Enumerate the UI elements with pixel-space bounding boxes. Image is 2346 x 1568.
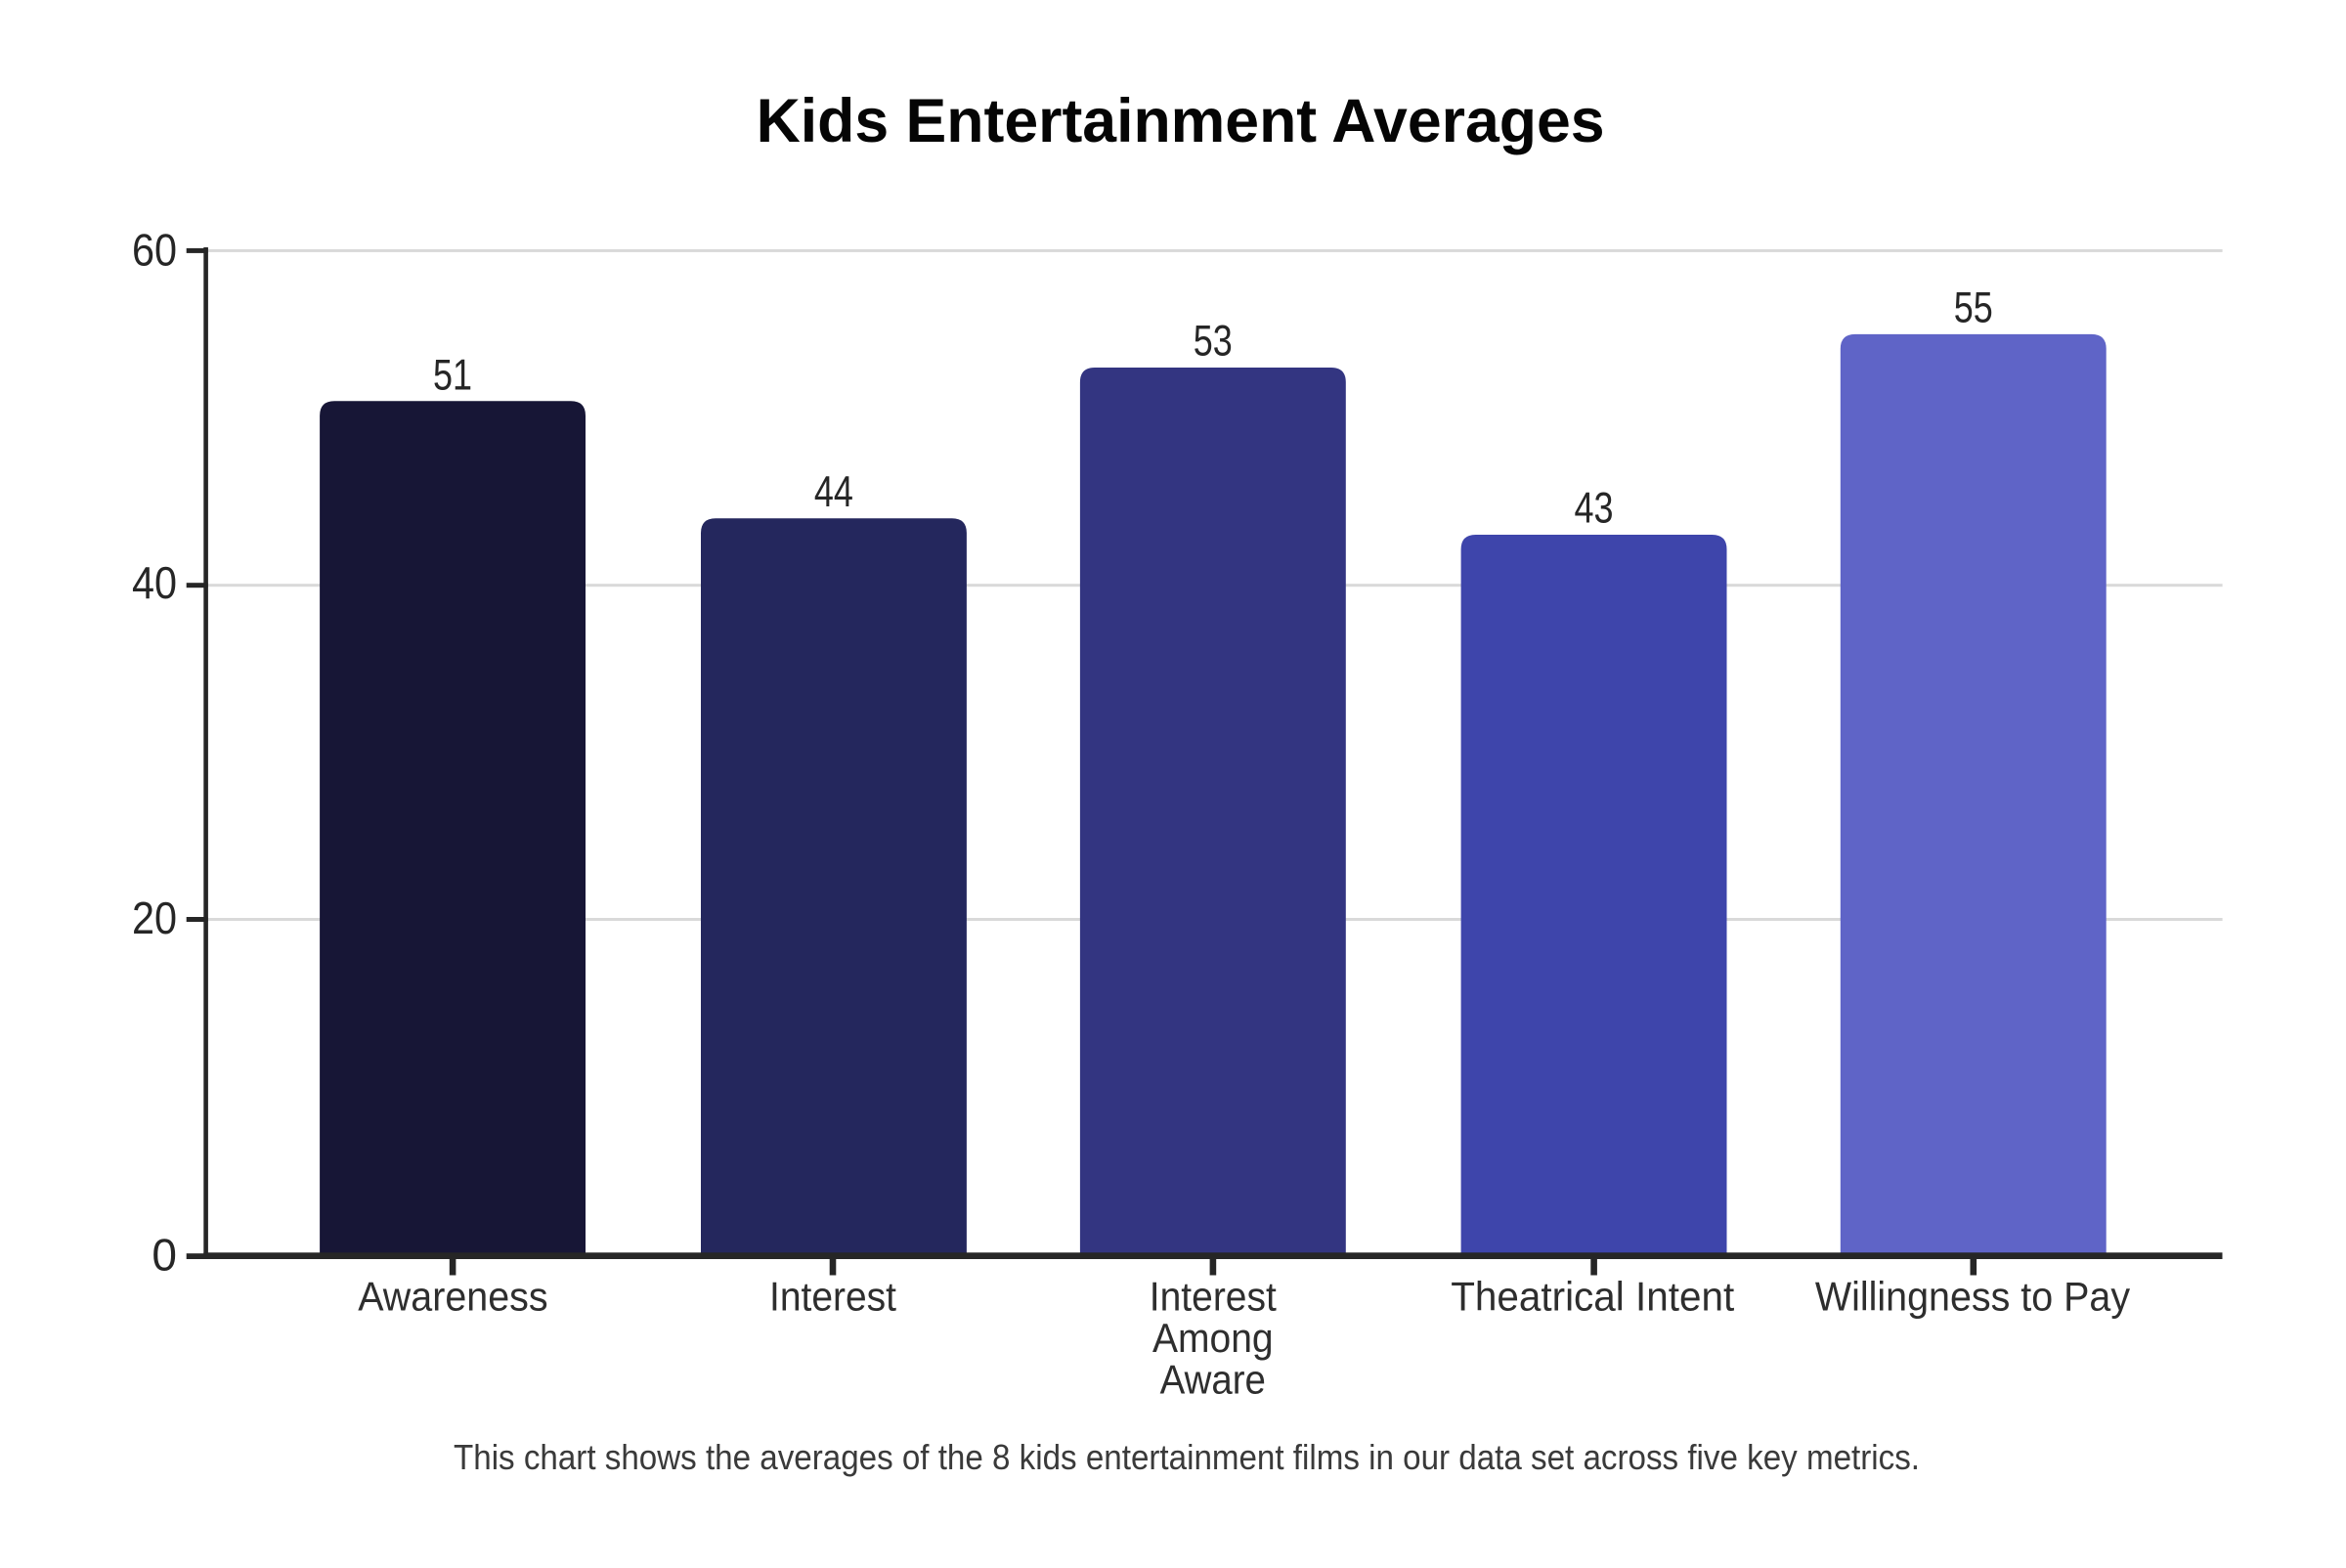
svg-text:40: 40: [132, 557, 177, 608]
svg-text:Interest: Interest: [769, 1274, 896, 1320]
svg-text:20: 20: [132, 893, 177, 943]
svg-text:Willingness to Pay: Willingness to Pay: [1815, 1274, 2130, 1320]
svg-text:Awareness: Awareness: [358, 1274, 547, 1320]
svg-text:Aware: Aware: [1160, 1357, 1266, 1403]
svg-text:55: 55: [1954, 283, 1993, 331]
svg-text:This chart shows the averages: This chart shows the averages of the 8 k…: [454, 1437, 1920, 1477]
svg-text:44: 44: [814, 468, 853, 516]
svg-text:53: 53: [1194, 318, 1233, 366]
svg-text:Interest: Interest: [1150, 1274, 1277, 1320]
svg-text:51: 51: [433, 352, 472, 400]
svg-text:Theatrical Intent: Theatrical Intent: [1451, 1274, 1734, 1320]
svg-text:43: 43: [1575, 485, 1614, 533]
svg-text:60: 60: [132, 225, 177, 276]
svg-text:Kids Entertainment Averages: Kids Entertainment Averages: [757, 87, 1605, 155]
svg-text:Among: Among: [1152, 1315, 1274, 1361]
svg-text:0: 0: [152, 1230, 177, 1281]
